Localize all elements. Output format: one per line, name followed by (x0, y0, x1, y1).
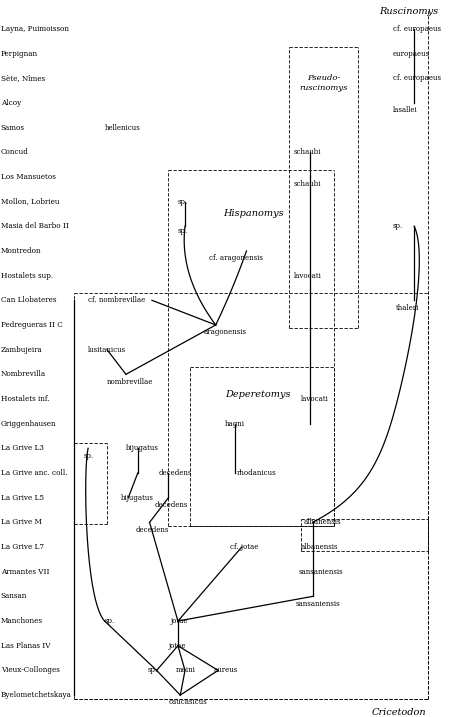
Text: Manchones: Manchones (0, 617, 43, 625)
Text: albanensis: albanensis (303, 518, 341, 526)
Text: hagni: hagni (225, 419, 245, 427)
Text: Griggenhausen: Griggenhausen (0, 419, 56, 427)
Text: lavocati: lavocati (294, 272, 321, 280)
Text: thaleri: thaleri (395, 304, 419, 312)
Text: aragonensis: aragonensis (204, 328, 247, 336)
Text: Masia del Barbo II: Masia del Barbo II (0, 222, 69, 230)
Text: Armantes VII: Armantes VII (0, 568, 49, 576)
Text: decedens: decedens (136, 526, 169, 533)
Text: caucasicus: caucasicus (168, 698, 207, 706)
Text: La Grive L7: La Grive L7 (0, 543, 44, 551)
Text: Ruscinomys: Ruscinomys (379, 6, 438, 16)
Text: Alcoy: Alcoy (0, 99, 21, 107)
Text: bijugatus: bijugatus (121, 494, 154, 502)
Text: sp.: sp. (178, 198, 188, 206)
Text: Zambujeira: Zambujeira (0, 346, 43, 353)
Text: Samos: Samos (0, 123, 25, 132)
Text: Layna, Puimoisson: Layna, Puimoisson (0, 25, 69, 33)
Text: cf. aragonensis: cf. aragonensis (209, 255, 263, 262)
Text: Perpignan: Perpignan (0, 49, 38, 57)
Text: cf. jotae: cf. jotae (230, 543, 258, 551)
Text: aureus: aureus (213, 666, 237, 675)
Text: bijugatus: bijugatus (126, 445, 159, 452)
Text: nombrevillae: nombrevillae (107, 378, 154, 386)
Text: cf. europaeus: cf. europaeus (393, 75, 441, 82)
Text: Cricetodon: Cricetodon (372, 708, 426, 717)
Text: Nombrevilla: Nombrevilla (0, 370, 46, 379)
Text: sp.: sp. (105, 617, 115, 625)
Text: La Grive anc. coll.: La Grive anc. coll. (0, 469, 67, 477)
Text: Las Planas IV: Las Planas IV (0, 642, 50, 650)
Text: Montredon: Montredon (0, 247, 41, 255)
Text: lasallei: lasallei (393, 106, 418, 114)
Text: Los Mansuetos: Los Mansuetos (0, 173, 55, 181)
Text: Can Llobateres: Can Llobateres (0, 296, 56, 304)
Text: sansaniensis: sansaniensis (296, 600, 341, 608)
Text: Concud: Concud (0, 148, 28, 156)
Text: Pseudo-
ruscinomys: Pseudo- ruscinomys (299, 75, 347, 92)
Text: sp.: sp. (393, 222, 403, 230)
Text: Hostalets inf.: Hostalets inf. (0, 395, 49, 403)
Text: Hostalets sup.: Hostalets sup. (0, 272, 53, 280)
Text: schaubi: schaubi (294, 148, 321, 156)
Text: jotae: jotae (171, 617, 188, 625)
Text: Byelometchetskaya: Byelometchetskaya (0, 691, 72, 699)
Text: cf. europaeus: cf. europaeus (393, 25, 441, 33)
Text: Vieux-Collonges: Vieux-Collonges (0, 666, 60, 675)
Text: lusitanicus: lusitanicus (88, 346, 126, 353)
Text: Sansan: Sansan (0, 592, 27, 600)
Text: albanensis: albanensis (301, 543, 338, 551)
Text: decedens: decedens (155, 501, 188, 509)
Text: Mollon, Lobrieu: Mollon, Lobrieu (0, 198, 59, 206)
Text: meini: meini (175, 666, 195, 675)
Text: sp.: sp. (83, 452, 94, 460)
Text: europaeus: europaeus (393, 49, 430, 57)
Text: La Grive L3: La Grive L3 (0, 445, 44, 452)
Text: Sète, Nîmes: Sète, Nîmes (0, 75, 45, 82)
Text: lavocati: lavocati (301, 395, 328, 403)
Text: sp.: sp. (147, 666, 157, 675)
Text: La Grive M: La Grive M (0, 518, 42, 526)
Text: Pedregueras II C: Pedregueras II C (0, 321, 63, 329)
Text: rhodanicus: rhodanicus (237, 469, 277, 477)
Text: cf. nombrevillae: cf. nombrevillae (88, 296, 146, 304)
Text: jotae: jotae (168, 642, 186, 650)
Text: decedens: decedens (159, 469, 192, 477)
Text: Hispanomys: Hispanomys (223, 209, 284, 219)
Text: schaubi: schaubi (294, 181, 321, 189)
Text: hellenicus: hellenicus (105, 123, 140, 132)
Text: Deperetomys: Deperetomys (226, 389, 291, 399)
Text: sansaniensis: sansaniensis (299, 568, 343, 576)
Text: sp.: sp. (178, 227, 188, 235)
Text: La Grive L5: La Grive L5 (0, 494, 44, 502)
